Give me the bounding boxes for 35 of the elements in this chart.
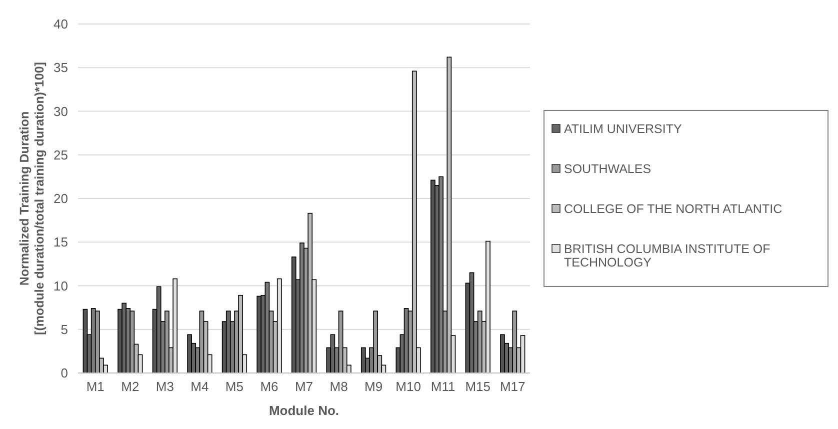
y-tick-label: 25 xyxy=(54,147,68,162)
x-tick-label: M11 xyxy=(430,379,456,394)
x-tick-label: M15 xyxy=(465,379,490,394)
y-tick-label: 0 xyxy=(60,366,68,381)
bar xyxy=(512,310,518,374)
x-tick-label: M7 xyxy=(294,379,314,394)
y-tick-label: 40 xyxy=(54,16,68,32)
x-tick-label: M4 xyxy=(190,379,209,394)
legend-label: BRITISH COLUMBIA INSTITUTE OF TECHNOLOGY xyxy=(564,242,771,270)
bar xyxy=(94,310,100,374)
x-tick-label: M9 xyxy=(364,379,383,394)
x-tick-label: M17 xyxy=(500,379,526,394)
x-tick-label: M1 xyxy=(86,379,104,394)
bar xyxy=(164,310,170,374)
x-tick-label: M6 xyxy=(260,379,278,394)
x-tick-label: M3 xyxy=(156,379,174,394)
bar xyxy=(520,335,526,374)
y-tick-label: 15 xyxy=(54,234,68,250)
y-axis-title: Normalized Training Duration [(module duration/total training duration)*100] xyxy=(18,62,46,335)
y-tick-label: 10 xyxy=(54,278,68,294)
y-tick-label: 35 xyxy=(54,60,68,76)
y-tick-label: 5 xyxy=(60,322,68,337)
x-tick-label: M8 xyxy=(330,379,348,394)
bar xyxy=(438,176,444,374)
x-tick-label: M5 xyxy=(225,379,244,394)
y-tick-label: 20 xyxy=(54,191,68,206)
x-tick-label: M2 xyxy=(121,379,140,394)
bar xyxy=(373,310,378,374)
x-tick-label: M10 xyxy=(396,379,421,394)
legend-label: SOUTHWALES xyxy=(564,162,652,176)
bar xyxy=(156,286,162,374)
legend-label: COLLEGE OF THE NORTH ATLANTIC xyxy=(564,202,782,216)
x-axis-title: Module No. xyxy=(268,403,340,418)
legend-label: ATILIM UNIVERSITY xyxy=(564,122,683,136)
y-tick-label: 30 xyxy=(54,104,68,119)
